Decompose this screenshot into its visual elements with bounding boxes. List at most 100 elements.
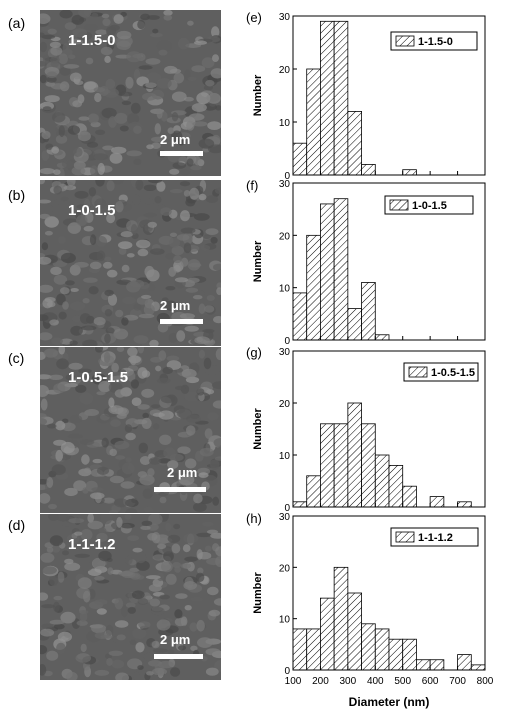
y-tick-label-g-3: 30 xyxy=(279,347,291,358)
y-tick-label-g-2: 20 xyxy=(279,399,291,410)
histogram-bar-g-0 xyxy=(292,501,308,508)
histogram-bar-g-6 xyxy=(374,454,390,508)
histogram-bar-g-8 xyxy=(402,485,417,508)
panel-letter-a: (a) xyxy=(8,15,26,31)
scale-bar-label-a: 2 μm xyxy=(160,132,191,147)
y-axis-label-f: Number xyxy=(252,240,264,282)
x-tick-label-h-3: 400 xyxy=(367,676,384,687)
histogram-bar-e-2 xyxy=(320,20,335,176)
histogram-bar-f-1 xyxy=(306,234,321,341)
legend-label-g: 1-0.5-1.5 xyxy=(431,367,475,379)
sem-sample-label-d: 1-1-1.2 xyxy=(68,536,116,553)
legend-swatch-e xyxy=(395,35,415,47)
histogram-bar-h-2 xyxy=(320,597,335,671)
histogram-bar-h-7 xyxy=(388,638,404,671)
plot-frame-e xyxy=(292,15,486,176)
histogram-bar-f-2 xyxy=(320,203,335,341)
histogram-bar-g-2 xyxy=(320,423,335,508)
histogram-bar-g-1 xyxy=(306,475,321,508)
sem-image-a: 1-1.5-0 2 μm xyxy=(40,10,221,176)
legend-label-e: 1-1.5-0 xyxy=(418,36,453,48)
y-axis-label-e: Number xyxy=(252,74,264,116)
x-tick-label-h-1: 200 xyxy=(312,676,329,687)
y-tick-label-e-1: 10 xyxy=(279,118,291,129)
scale-bar-label-d: 2 μm xyxy=(160,632,191,647)
legend-swatch-f xyxy=(389,199,409,211)
sem-sample-label-c: 1-0.5-1.5 xyxy=(68,369,129,386)
y-tick-label-g-1: 10 xyxy=(279,451,291,462)
sem-sample-label-a: 1-1.5-0 xyxy=(68,32,116,49)
legend-label-f: 1-0-1.5 xyxy=(412,200,447,212)
histogram-bar-f-6 xyxy=(374,334,390,341)
legend-swatch-h xyxy=(395,531,415,543)
y-tick-label-e-0: 0 xyxy=(284,171,290,182)
histogram-bar-h-12 xyxy=(457,654,472,671)
histogram-bar-h-1 xyxy=(306,628,321,671)
panel-letter-f: (f) xyxy=(246,178,258,193)
x-tick-label-h-7: 800 xyxy=(477,676,494,687)
y-axis-label-g: Number xyxy=(252,408,264,450)
histogram-bar-g-5 xyxy=(361,423,376,508)
panel-letter-e: (e) xyxy=(246,10,262,25)
histogram-bar-e-5 xyxy=(361,163,376,176)
y-tick-label-h-0: 0 xyxy=(284,666,290,677)
histogram-bar-f-4 xyxy=(347,308,362,341)
panel-letter-c: (c) xyxy=(8,350,25,366)
y-tick-label-e-2: 20 xyxy=(279,65,291,76)
y-tick-label-g-0: 0 xyxy=(284,503,290,514)
histogram-bar-e-8 xyxy=(402,169,417,176)
histogram-bar-g-4 xyxy=(347,402,362,508)
sem-image-b: 1-0-1.5 2 μm xyxy=(40,180,221,346)
y-tick-label-e-3: 30 xyxy=(279,12,291,23)
x-tick-label-h-4: 500 xyxy=(394,676,411,687)
sem-texture-a xyxy=(40,10,221,176)
panel-letter-b: (b) xyxy=(8,187,26,203)
plot-frame-h xyxy=(292,515,486,671)
legend-label-h: 1-1-1.2 xyxy=(418,532,453,544)
x-tick-label-h-5: 600 xyxy=(422,676,439,687)
histogram-bar-f-5 xyxy=(361,282,376,341)
x-axis-label-h: Diameter (nm) xyxy=(349,695,430,709)
y-axis-label-h: Number xyxy=(252,572,264,614)
panel-letter-h: (h) xyxy=(246,511,262,526)
y-tick-label-f-2: 20 xyxy=(279,231,291,242)
panel-letter-d: (d) xyxy=(8,517,26,533)
histogram-bar-h-8 xyxy=(402,638,417,671)
histogram-bar-h-10 xyxy=(429,659,445,671)
histogram-bar-e-4 xyxy=(347,111,362,176)
x-tick-label-h-2: 300 xyxy=(340,676,357,687)
histogram-bar-g-10 xyxy=(429,496,445,508)
scale-bar-b xyxy=(160,319,203,324)
sem-texture-d xyxy=(40,514,221,680)
histogram-bar-h-0 xyxy=(292,628,308,671)
y-tick-label-h-1: 10 xyxy=(279,615,291,626)
y-tick-label-f-0: 0 xyxy=(284,336,290,347)
histogram-bar-h-13 xyxy=(470,664,486,671)
histogram-bar-g-3 xyxy=(333,423,349,508)
histogram-bar-g-7 xyxy=(388,464,404,508)
y-tick-label-h-2: 20 xyxy=(279,563,291,574)
scale-bar-c xyxy=(154,487,206,492)
histogram-bar-h-6 xyxy=(374,628,390,671)
plot-frame-g xyxy=(292,350,486,508)
scale-bar-a xyxy=(160,151,203,156)
x-tick-label-h-0: 100 xyxy=(285,676,302,687)
sem-image-d: 1-1-1.2 2 μm xyxy=(40,514,221,680)
histogram-bar-h-5 xyxy=(361,623,376,671)
scale-bar-label-c: 2 μm xyxy=(167,465,198,480)
sem-sample-label-b: 1-0-1.5 xyxy=(68,202,116,219)
histogram-bar-h-3 xyxy=(333,566,349,671)
histogram-bar-g-12 xyxy=(457,501,472,508)
y-tick-label-f-3: 30 xyxy=(279,179,291,190)
legend-swatch-g xyxy=(408,366,428,378)
scale-bar-label-b: 2 μm xyxy=(160,298,191,313)
histogram-bar-e-3 xyxy=(333,20,349,176)
sem-texture-b xyxy=(40,180,221,346)
sem-image-c: 1-0.5-1.5 2 μm xyxy=(40,347,221,513)
histogram-bar-h-9 xyxy=(416,659,431,671)
histogram-bar-h-4 xyxy=(347,592,362,671)
x-tick-label-h-6: 700 xyxy=(449,676,466,687)
plot-frame-f xyxy=(292,182,486,341)
histogram-bar-f-0 xyxy=(292,292,308,341)
